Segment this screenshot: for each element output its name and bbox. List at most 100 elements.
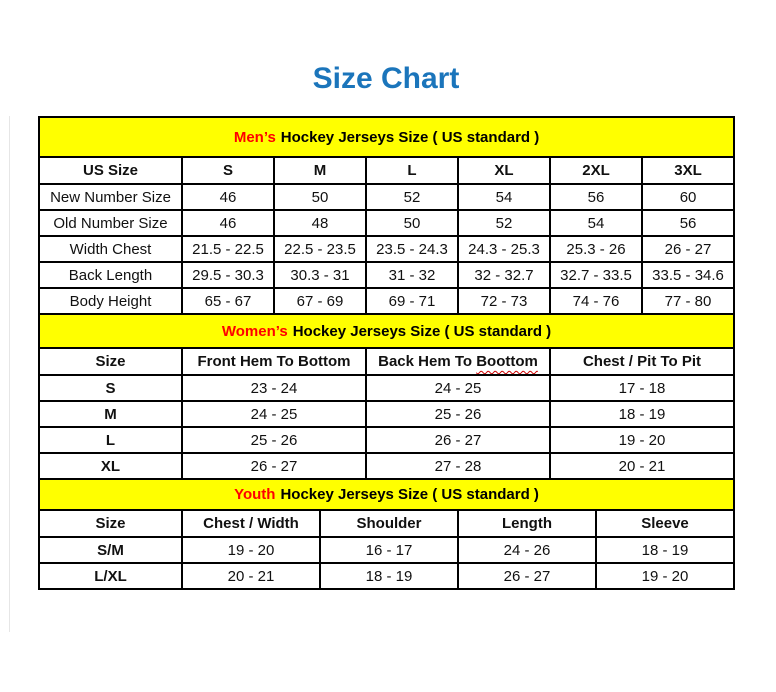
data-cell: 60 xyxy=(640,183,736,211)
womens-header-back-hem: Back Hem To Boottom xyxy=(365,347,551,376)
data-cell: 21.5 - 22.5 xyxy=(181,235,275,263)
data-cell: 18 - 19 xyxy=(549,400,735,428)
mens-header-row: US Size S M L XL 2XL 3XL xyxy=(38,156,736,185)
back-hem-misspelled-word: Boottom xyxy=(476,353,538,370)
data-cell: 23.5 - 24.3 xyxy=(365,235,459,263)
data-cell: 48 xyxy=(273,209,367,237)
table-row: Body Height 65 - 67 67 - 69 69 - 71 72 -… xyxy=(38,287,736,315)
data-cell: 19 - 20 xyxy=(181,536,321,564)
data-cell: 31 - 32 xyxy=(365,261,459,289)
data-cell: 25 - 26 xyxy=(365,400,551,428)
youth-size-table: Youth Hockey Jerseys Size ( US standard )… xyxy=(37,478,736,590)
row-label: Body Height xyxy=(38,287,183,315)
data-cell: 24 - 26 xyxy=(457,536,597,564)
mens-header-2xl: 2XL xyxy=(549,156,643,185)
youth-header-chest-width: Chest / Width xyxy=(181,509,321,538)
mens-header-s: S xyxy=(181,156,275,185)
data-cell: 20 - 21 xyxy=(549,452,735,480)
table-row: S 23 - 24 24 - 25 17 - 18 xyxy=(38,374,735,402)
womens-header-chest: Chest / Pit To Pit xyxy=(549,347,735,376)
data-cell: 24 - 25 xyxy=(365,374,551,402)
data-cell: 26 - 27 xyxy=(365,426,551,454)
data-cell: 18 - 19 xyxy=(319,562,459,590)
data-cell: 19 - 20 xyxy=(549,426,735,454)
data-cell: 46 xyxy=(181,183,275,211)
row-label: L/XL xyxy=(38,562,183,590)
womens-band-text: Hockey Jerseys Size ( US standard ) xyxy=(292,322,552,340)
youth-band-highlight: Youth xyxy=(234,486,276,503)
row-label: L xyxy=(38,426,183,454)
data-cell: 54 xyxy=(549,209,643,237)
row-label: Old Number Size xyxy=(38,209,183,237)
table-row: Old Number Size 46 48 50 52 54 56 xyxy=(38,209,736,237)
row-label: M xyxy=(38,400,183,428)
data-cell: 46 xyxy=(181,209,275,237)
table-row: XL 26 - 27 27 - 28 20 - 21 xyxy=(38,452,735,480)
data-cell: 22.5 - 23.5 xyxy=(273,235,367,263)
data-cell: 23 - 24 xyxy=(181,374,367,402)
womens-header-front-hem: Front Hem To Bottom xyxy=(181,347,367,376)
table-row: L 25 - 26 26 - 27 19 - 20 xyxy=(38,426,735,454)
womens-band-row: Women’s Hockey Jerseys Size ( US standard… xyxy=(38,313,735,349)
data-cell: 26 - 27 xyxy=(640,235,736,263)
data-cell: 26 - 27 xyxy=(181,452,367,480)
data-cell: 50 xyxy=(273,183,367,211)
back-hem-prefix: Back Hem To xyxy=(378,353,477,370)
mens-header-xl: XL xyxy=(457,156,551,185)
mens-band-highlight: Men’s xyxy=(233,128,276,146)
youth-header-sleeve: Sleeve xyxy=(594,509,736,538)
data-cell: 54 xyxy=(457,183,551,211)
data-cell: 74 - 76 xyxy=(549,287,643,315)
youth-header-row: Size Chest / Width Shoulder Length Sleev… xyxy=(38,509,736,538)
data-cell: 24 - 25 xyxy=(181,400,367,428)
data-cell: 30.3 - 31 xyxy=(273,261,367,289)
data-cell: 18 - 19 xyxy=(594,536,736,564)
data-cell: 52 xyxy=(457,209,551,237)
data-cell: 65 - 67 xyxy=(181,287,275,315)
data-cell: 24.3 - 25.3 xyxy=(457,235,551,263)
youth-header-shoulder: Shoulder xyxy=(319,509,459,538)
row-label: XL xyxy=(38,452,183,480)
womens-band-highlight: Women’s xyxy=(221,322,288,340)
mens-header-3xl: 3XL xyxy=(640,156,736,185)
mens-band-row: Men’s Hockey Jerseys Size ( US standard ) xyxy=(37,116,736,158)
mens-header-us-size: US Size xyxy=(38,156,183,185)
data-cell: 69 - 71 xyxy=(365,287,459,315)
mens-header-l: L xyxy=(365,156,459,185)
data-cell: 33.5 - 34.6 xyxy=(640,261,736,289)
table-row: S/M 19 - 20 16 - 17 24 - 26 18 - 19 xyxy=(38,536,736,564)
table-row: M 24 - 25 25 - 26 18 - 19 xyxy=(38,400,735,428)
data-cell: 25.3 - 26 xyxy=(549,235,643,263)
data-cell: 25 - 26 xyxy=(181,426,367,454)
row-label: New Number Size xyxy=(38,183,183,211)
data-cell: 32 - 32.7 xyxy=(457,261,551,289)
row-label: Back Length xyxy=(38,261,183,289)
youth-band-text: Hockey Jerseys Size ( US standard ) xyxy=(280,486,539,503)
data-cell: 67 - 69 xyxy=(273,287,367,315)
table-row: Width Chest 21.5 - 22.5 22.5 - 23.5 23.5… xyxy=(38,235,736,263)
table-row: L/XL 20 - 21 18 - 19 26 - 27 19 - 20 xyxy=(38,562,736,590)
page-edge-artifact xyxy=(9,116,10,632)
data-cell: 16 - 17 xyxy=(319,536,459,564)
data-cell: 19 - 20 xyxy=(594,562,736,590)
womens-size-table: Women’s Hockey Jerseys Size ( US standard… xyxy=(38,313,735,480)
womens-band: Women’s Hockey Jerseys Size ( US standard… xyxy=(38,313,735,349)
page-title: Size Chart xyxy=(312,62,460,95)
mens-header-m: M xyxy=(273,156,367,185)
data-cell: 72 - 73 xyxy=(457,287,551,315)
data-cell: 27 - 28 xyxy=(365,452,551,480)
data-cell: 20 - 21 xyxy=(181,562,321,590)
mens-band-text: Hockey Jerseys Size ( US standard ) xyxy=(280,128,540,146)
mens-size-table: Men’s Hockey Jerseys Size ( US standard )… xyxy=(37,116,736,315)
youth-band-row: Youth Hockey Jerseys Size ( US standard ) xyxy=(37,478,736,511)
youth-band: Youth Hockey Jerseys Size ( US standard ) xyxy=(37,478,736,511)
data-cell: 56 xyxy=(549,183,643,211)
table-row: New Number Size 46 50 52 54 56 60 xyxy=(38,183,736,211)
data-cell: 56 xyxy=(640,209,736,237)
youth-header-length: Length xyxy=(457,509,597,538)
youth-header-size: Size xyxy=(38,509,183,538)
size-chart-content: Size Chart Men’s Hockey Jerseys Size ( US… xyxy=(37,0,736,590)
mens-band: Men’s Hockey Jerseys Size ( US standard ) xyxy=(37,116,736,158)
row-label: S/M xyxy=(38,536,183,564)
